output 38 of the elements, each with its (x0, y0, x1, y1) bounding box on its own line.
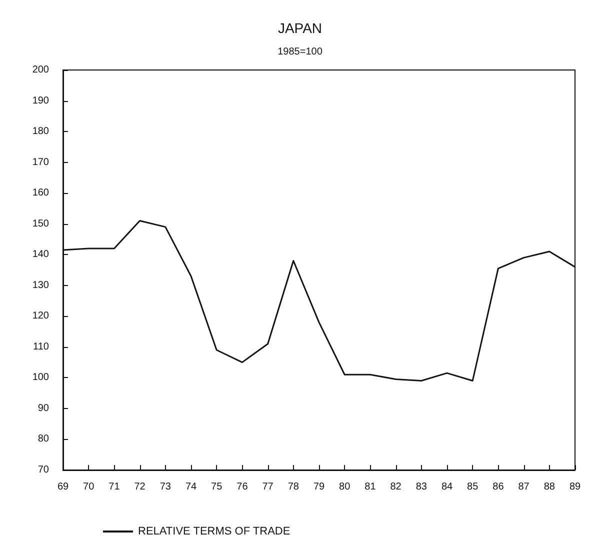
y-tick-label: 160 (32, 188, 50, 199)
x-tick-label: 88 (544, 482, 556, 492)
y-tick-label: 110 (33, 341, 50, 352)
y-tick-label: 180 (32, 126, 50, 138)
x-tick-label: 80 (339, 482, 351, 492)
y-tick-label: 120 (32, 310, 50, 322)
x-tick-label: 75 (211, 482, 223, 492)
x-tick-label: 87 (518, 482, 530, 492)
x-tick-label: 70 (83, 482, 95, 492)
y-tick-label: 90 (38, 402, 50, 414)
x-tick-label: 72 (134, 482, 146, 492)
x-tick-label: 78 (288, 482, 300, 492)
chart-title: JAPAN (278, 20, 322, 36)
x-tick-label: 69 (57, 482, 69, 492)
x-tick-label: 74 (185, 482, 197, 492)
x-tick-label: 79 (313, 482, 325, 492)
x-tick-label: 85 (467, 482, 479, 492)
y-tick-label: 150 (32, 218, 50, 230)
x-tick-label: 83 (416, 482, 428, 492)
y-tick-label: 100 (32, 372, 50, 384)
y-tick-label: 170 (32, 156, 50, 168)
x-tick-label: 81 (364, 482, 376, 492)
y-tick-label: 200 (32, 64, 50, 76)
y-tick-label: 140 (32, 249, 50, 260)
x-tick-label: 73 (160, 482, 172, 492)
y-tick-label: 190 (32, 95, 50, 106)
x-tick-label: 84 (441, 482, 453, 492)
x-tick-label: 86 (492, 482, 504, 492)
y-tick-label: 130 (32, 280, 50, 291)
y-tick-label: 80 (38, 434, 50, 445)
x-tick-label: 77 (262, 482, 274, 492)
y-tick-label: 70 (38, 464, 50, 476)
x-tick-label: 76 (236, 482, 248, 492)
chart-subtitle: 1985=100 (278, 46, 323, 58)
x-tick-label: 71 (108, 482, 120, 492)
x-tick-label: 82 (390, 482, 402, 492)
legend-label: RELATIVE TERMS OF TRADE (138, 526, 290, 538)
x-tick-label: 89 (569, 482, 581, 492)
